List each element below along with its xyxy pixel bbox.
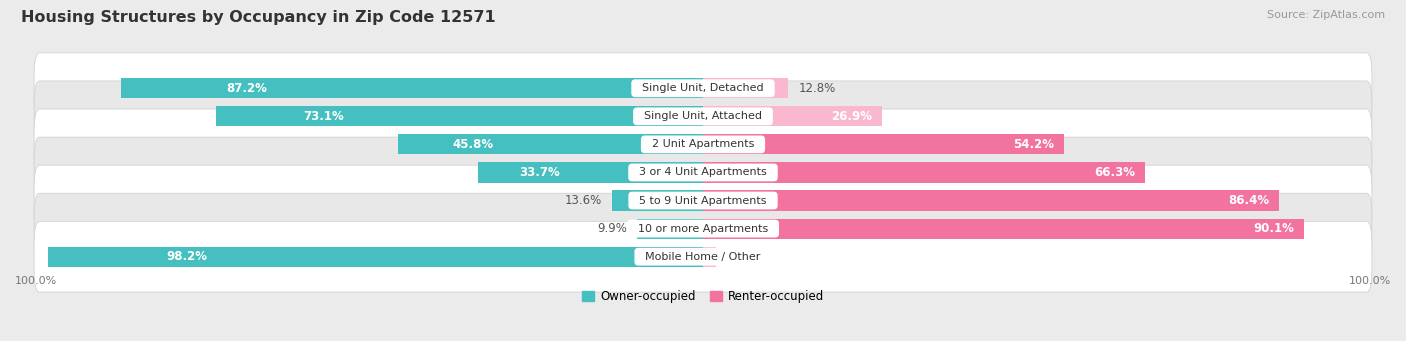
Text: 45.8%: 45.8% <box>453 138 494 151</box>
Text: 26.9%: 26.9% <box>831 110 872 123</box>
Text: 9.9%: 9.9% <box>598 222 627 235</box>
Bar <box>703 106 883 127</box>
Text: 90.1%: 90.1% <box>1253 222 1294 235</box>
Text: 98.2%: 98.2% <box>166 250 207 263</box>
Text: 33.7%: 33.7% <box>519 166 560 179</box>
Bar <box>121 78 703 98</box>
Text: 1.9%: 1.9% <box>725 250 755 263</box>
FancyBboxPatch shape <box>34 165 1372 236</box>
Text: 2 Unit Apartments: 2 Unit Apartments <box>645 139 761 149</box>
Text: 10 or more Apartments: 10 or more Apartments <box>631 224 775 234</box>
Bar <box>612 190 703 211</box>
Bar <box>637 219 703 239</box>
FancyBboxPatch shape <box>34 109 1372 180</box>
Text: Single Unit, Detached: Single Unit, Detached <box>636 83 770 93</box>
Text: 5 to 9 Unit Apartments: 5 to 9 Unit Apartments <box>633 195 773 206</box>
Bar <box>215 106 703 127</box>
Text: 87.2%: 87.2% <box>226 82 267 95</box>
Legend: Owner-occupied, Renter-occupied: Owner-occupied, Renter-occupied <box>578 286 828 308</box>
FancyBboxPatch shape <box>34 137 1372 208</box>
Bar <box>703 134 1064 154</box>
Bar <box>703 219 1303 239</box>
Text: 3 or 4 Unit Apartments: 3 or 4 Unit Apartments <box>633 167 773 177</box>
FancyBboxPatch shape <box>34 221 1372 292</box>
Text: 54.2%: 54.2% <box>1014 138 1054 151</box>
Bar <box>398 134 703 154</box>
Text: 66.3%: 66.3% <box>1094 166 1135 179</box>
Text: Single Unit, Attached: Single Unit, Attached <box>637 111 769 121</box>
Text: Mobile Home / Other: Mobile Home / Other <box>638 252 768 262</box>
Text: 13.6%: 13.6% <box>565 194 602 207</box>
Bar <box>703 247 716 267</box>
FancyBboxPatch shape <box>34 53 1372 123</box>
Bar <box>703 162 1144 182</box>
Text: Housing Structures by Occupancy in Zip Code 12571: Housing Structures by Occupancy in Zip C… <box>21 10 496 25</box>
Bar <box>478 162 703 182</box>
FancyBboxPatch shape <box>34 81 1372 152</box>
Text: 86.4%: 86.4% <box>1227 194 1270 207</box>
FancyBboxPatch shape <box>34 193 1372 264</box>
Bar <box>48 247 703 267</box>
Text: 12.8%: 12.8% <box>799 82 835 95</box>
Text: Source: ZipAtlas.com: Source: ZipAtlas.com <box>1267 10 1385 20</box>
Bar <box>703 190 1279 211</box>
Text: 73.1%: 73.1% <box>304 110 344 123</box>
Bar <box>703 78 789 98</box>
